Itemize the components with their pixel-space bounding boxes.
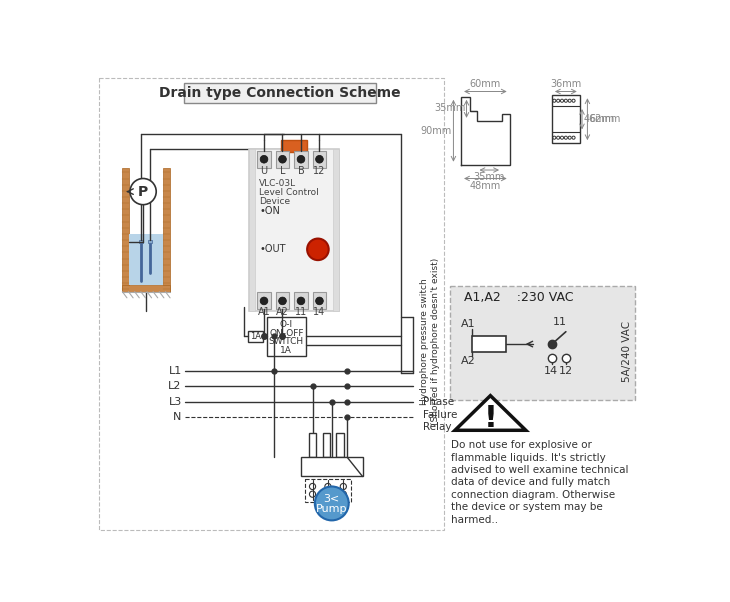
Bar	[275, 150, 289, 168]
Text: 14: 14	[543, 365, 558, 376]
Text: A1: A1	[258, 306, 270, 317]
Text: L1: L1	[169, 366, 182, 376]
Bar	[139, 240, 143, 243]
Bar	[323, 433, 330, 458]
Bar	[257, 150, 271, 168]
Text: 90mm: 90mm	[420, 126, 452, 136]
Bar	[312, 150, 326, 168]
Bar	[267, 317, 306, 356]
Text: 12: 12	[558, 365, 573, 376]
Text: L: L	[280, 166, 285, 176]
Text: N: N	[173, 412, 182, 422]
Bar	[294, 293, 308, 309]
Circle shape	[297, 155, 305, 163]
Text: Hydrophore pressure switch
(Shorted if hydrophore doesn't exist): Hydrophore pressure switch (Shorted if h…	[420, 258, 440, 426]
Bar	[123, 169, 129, 292]
Text: 35mm: 35mm	[434, 104, 466, 113]
Bar	[472, 337, 506, 352]
Circle shape	[315, 486, 349, 520]
Text: A2: A2	[461, 356, 475, 366]
Bar	[281, 140, 307, 152]
Bar	[275, 293, 289, 309]
Text: O-I: O-I	[280, 320, 293, 329]
Text: Drain type Connection Scheme: Drain type Connection Scheme	[159, 86, 401, 100]
Text: 46mm: 46mm	[583, 114, 615, 124]
Circle shape	[260, 155, 268, 163]
Circle shape	[279, 155, 286, 163]
Bar	[99, 78, 444, 530]
Text: A1: A1	[461, 319, 475, 329]
Bar	[249, 149, 255, 311]
Bar	[123, 285, 170, 292]
Circle shape	[315, 155, 323, 163]
Text: 5A/240 VAC: 5A/240 VAC	[623, 320, 632, 382]
Bar	[301, 458, 363, 477]
Text: Pump: Pump	[316, 504, 347, 514]
Text: 1A: 1A	[280, 346, 292, 355]
Bar	[334, 149, 339, 311]
Bar	[249, 149, 339, 311]
Bar	[184, 83, 377, 103]
Text: B: B	[298, 166, 304, 176]
Circle shape	[260, 297, 268, 305]
Bar	[129, 234, 163, 285]
Text: L2: L2	[168, 382, 182, 391]
Polygon shape	[455, 396, 526, 430]
Text: •ON: •ON	[259, 206, 280, 216]
Bar	[552, 95, 580, 143]
Text: •OUT: •OUT	[259, 244, 286, 254]
Bar	[450, 287, 635, 400]
Text: 48mm: 48mm	[469, 181, 501, 191]
Bar	[257, 293, 271, 309]
Bar	[147, 240, 153, 243]
Text: 36mm: 36mm	[550, 79, 582, 89]
Text: VLC-03L: VLC-03L	[259, 179, 296, 187]
Text: 60mm: 60mm	[469, 79, 501, 89]
Bar	[294, 150, 308, 168]
Bar	[309, 433, 316, 458]
Text: 1A: 1A	[250, 332, 261, 341]
Bar	[305, 479, 351, 502]
Text: A1,A2    :230 VAC: A1,A2 :230 VAC	[464, 291, 574, 303]
Text: 3<: 3<	[323, 494, 340, 504]
Text: L3: L3	[169, 397, 182, 407]
Circle shape	[315, 297, 323, 305]
Bar	[248, 331, 264, 342]
Text: Level Control: Level Control	[259, 188, 319, 197]
Text: 11: 11	[295, 306, 307, 317]
Text: P: P	[138, 185, 148, 199]
Text: SWITCH: SWITCH	[269, 337, 304, 346]
Circle shape	[279, 297, 286, 305]
Text: 11: 11	[553, 317, 566, 327]
Bar	[312, 293, 326, 309]
Text: 62mm: 62mm	[589, 114, 620, 124]
Bar	[163, 169, 170, 292]
Bar	[337, 433, 344, 458]
Text: A2: A2	[276, 306, 289, 317]
Text: Device: Device	[259, 197, 291, 206]
Text: 35mm: 35mm	[473, 172, 504, 182]
Circle shape	[130, 179, 156, 205]
Circle shape	[307, 238, 328, 260]
Text: Do not use for explosive or
flammable liquids. It's strictly
advised to well exa: Do not use for explosive or flammable li…	[451, 440, 629, 525]
Text: Phase
Failure
Relay: Phase Failure Relay	[423, 397, 457, 432]
Text: ON-OFF: ON-OFF	[269, 329, 304, 338]
Text: U: U	[261, 166, 268, 176]
Text: !: !	[483, 404, 497, 433]
Circle shape	[297, 297, 305, 305]
Text: 14: 14	[313, 306, 326, 317]
Text: 12: 12	[313, 166, 326, 176]
